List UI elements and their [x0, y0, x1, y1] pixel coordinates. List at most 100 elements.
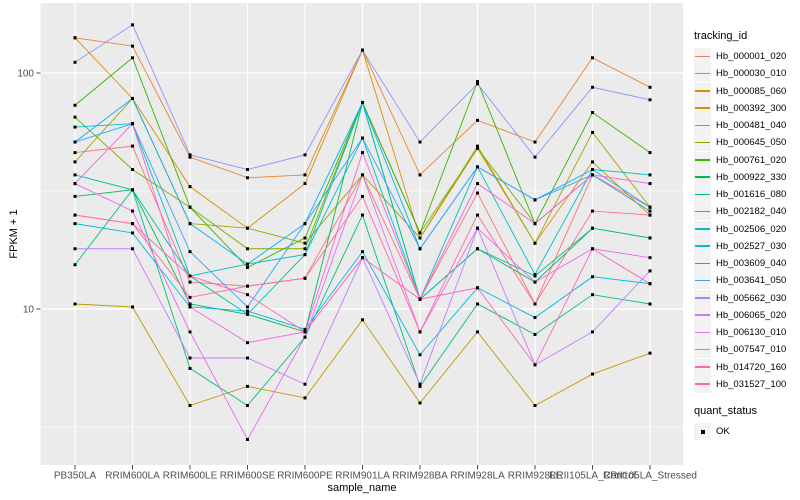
legend-item: Hb_002506_020	[694, 220, 798, 238]
data-point	[648, 85, 652, 89]
legend-key-swatch	[694, 375, 711, 393]
data-point	[591, 275, 594, 279]
data-point	[648, 173, 652, 177]
legend-item: Hb_000001_020	[694, 48, 798, 66]
data-point	[476, 82, 479, 86]
data-point	[533, 332, 537, 336]
data-point	[131, 247, 134, 251]
data-point	[131, 305, 134, 309]
legend-key-swatch	[694, 272, 711, 290]
data-point	[361, 173, 364, 177]
legend-item-label: Hb_000761_020	[716, 154, 787, 166]
data-point	[648, 351, 652, 355]
legend-line-glyph	[695, 366, 710, 368]
data-point	[73, 222, 77, 226]
legend-line-glyph	[695, 55, 710, 58]
data-point	[418, 384, 422, 388]
legend-line-glyph	[695, 176, 710, 178]
legend-item-label: Hb_000030_010	[716, 68, 787, 80]
legend-key-swatch	[694, 134, 711, 152]
data-point	[73, 302, 77, 306]
data-point	[131, 209, 134, 213]
legend-point-glyph	[700, 429, 705, 434]
data-point	[418, 401, 422, 405]
data-point	[73, 173, 77, 177]
data-point	[188, 305, 192, 309]
data-point	[418, 173, 422, 177]
data-point	[476, 146, 479, 150]
legend-item-label: Hb_002527_030	[716, 240, 787, 252]
legend-key-swatch	[694, 358, 711, 376]
legend-line-glyph	[695, 348, 710, 351]
data-point	[246, 341, 249, 345]
data-point	[246, 226, 249, 230]
data-point	[73, 60, 77, 64]
data-point	[591, 111, 594, 115]
legend-item: Hb_005662_030	[694, 289, 798, 307]
legend-item-label: Hb_003641_050	[716, 275, 787, 287]
data-point	[188, 250, 192, 254]
data-point	[246, 293, 249, 297]
x-tick-label: RRIM901LA	[335, 471, 390, 482]
data-point	[533, 302, 537, 306]
legend-item: Hb_014720_160	[694, 358, 798, 376]
data-point	[533, 140, 537, 144]
x-tick-label: RRIM928LE	[508, 471, 563, 482]
data-point	[246, 305, 249, 309]
legend-item-label: Hb_000085_060	[716, 85, 787, 97]
legend-line-glyph	[695, 297, 710, 299]
legend-item-label: Hb_002182_040	[716, 206, 787, 218]
data-point	[533, 222, 537, 226]
data-point	[131, 231, 134, 235]
data-point	[648, 209, 652, 213]
data-point	[476, 286, 479, 290]
data-point	[246, 247, 249, 251]
legend-title-tracking-id: tracking_id	[694, 30, 748, 42]
legend-item: Hb_002182_040	[694, 203, 798, 221]
data-point	[246, 265, 249, 269]
data-point	[188, 356, 192, 360]
legend-key-swatch	[694, 186, 711, 204]
data-point	[303, 327, 307, 331]
data-point	[73, 213, 77, 217]
x-axis-title: sample_name	[327, 482, 397, 494]
data-point	[648, 302, 652, 306]
legend-key-swatch	[694, 423, 711, 441]
legend-item: Hb_003609_040	[694, 255, 798, 273]
x-tick-label: RRIM600LE	[163, 471, 218, 482]
data-point	[303, 236, 307, 240]
legend-item-label: Hb_006130_010	[716, 327, 787, 339]
legend-key-swatch	[694, 237, 711, 255]
data-point	[476, 247, 479, 251]
data-point	[188, 280, 192, 284]
data-point	[73, 36, 77, 40]
legend-line-glyph	[695, 383, 710, 385]
data-point	[246, 356, 249, 360]
legend-key-swatch	[694, 82, 711, 100]
data-point	[246, 168, 249, 172]
data-point	[73, 151, 77, 155]
legend-item: Hb_000761_020	[694, 151, 798, 169]
data-point	[246, 437, 249, 441]
legend-line-glyph	[695, 193, 710, 196]
legend-item-label: Hb_005662_030	[716, 292, 787, 304]
data-point	[73, 263, 77, 267]
data-point	[418, 247, 422, 251]
data-point	[303, 241, 307, 245]
legend-key-swatch	[694, 117, 711, 135]
legend-key-swatch	[694, 203, 711, 221]
data-point	[476, 213, 479, 217]
data-point	[533, 316, 537, 320]
data-point	[73, 125, 77, 129]
legend-item: Hb_002527_030	[694, 237, 798, 255]
data-point	[131, 144, 134, 148]
x-tick-label: RRIM928LA	[450, 471, 505, 482]
data-point	[303, 396, 307, 400]
y-tick-label: 10	[23, 305, 35, 316]
data-point	[73, 115, 77, 119]
y-axis-title: FPKM + 1	[8, 209, 20, 259]
data-point	[591, 56, 594, 60]
legend-item-label: Hb_003609_040	[716, 258, 787, 270]
legend-line-glyph	[695, 210, 710, 213]
legend-line-glyph	[695, 90, 710, 92]
